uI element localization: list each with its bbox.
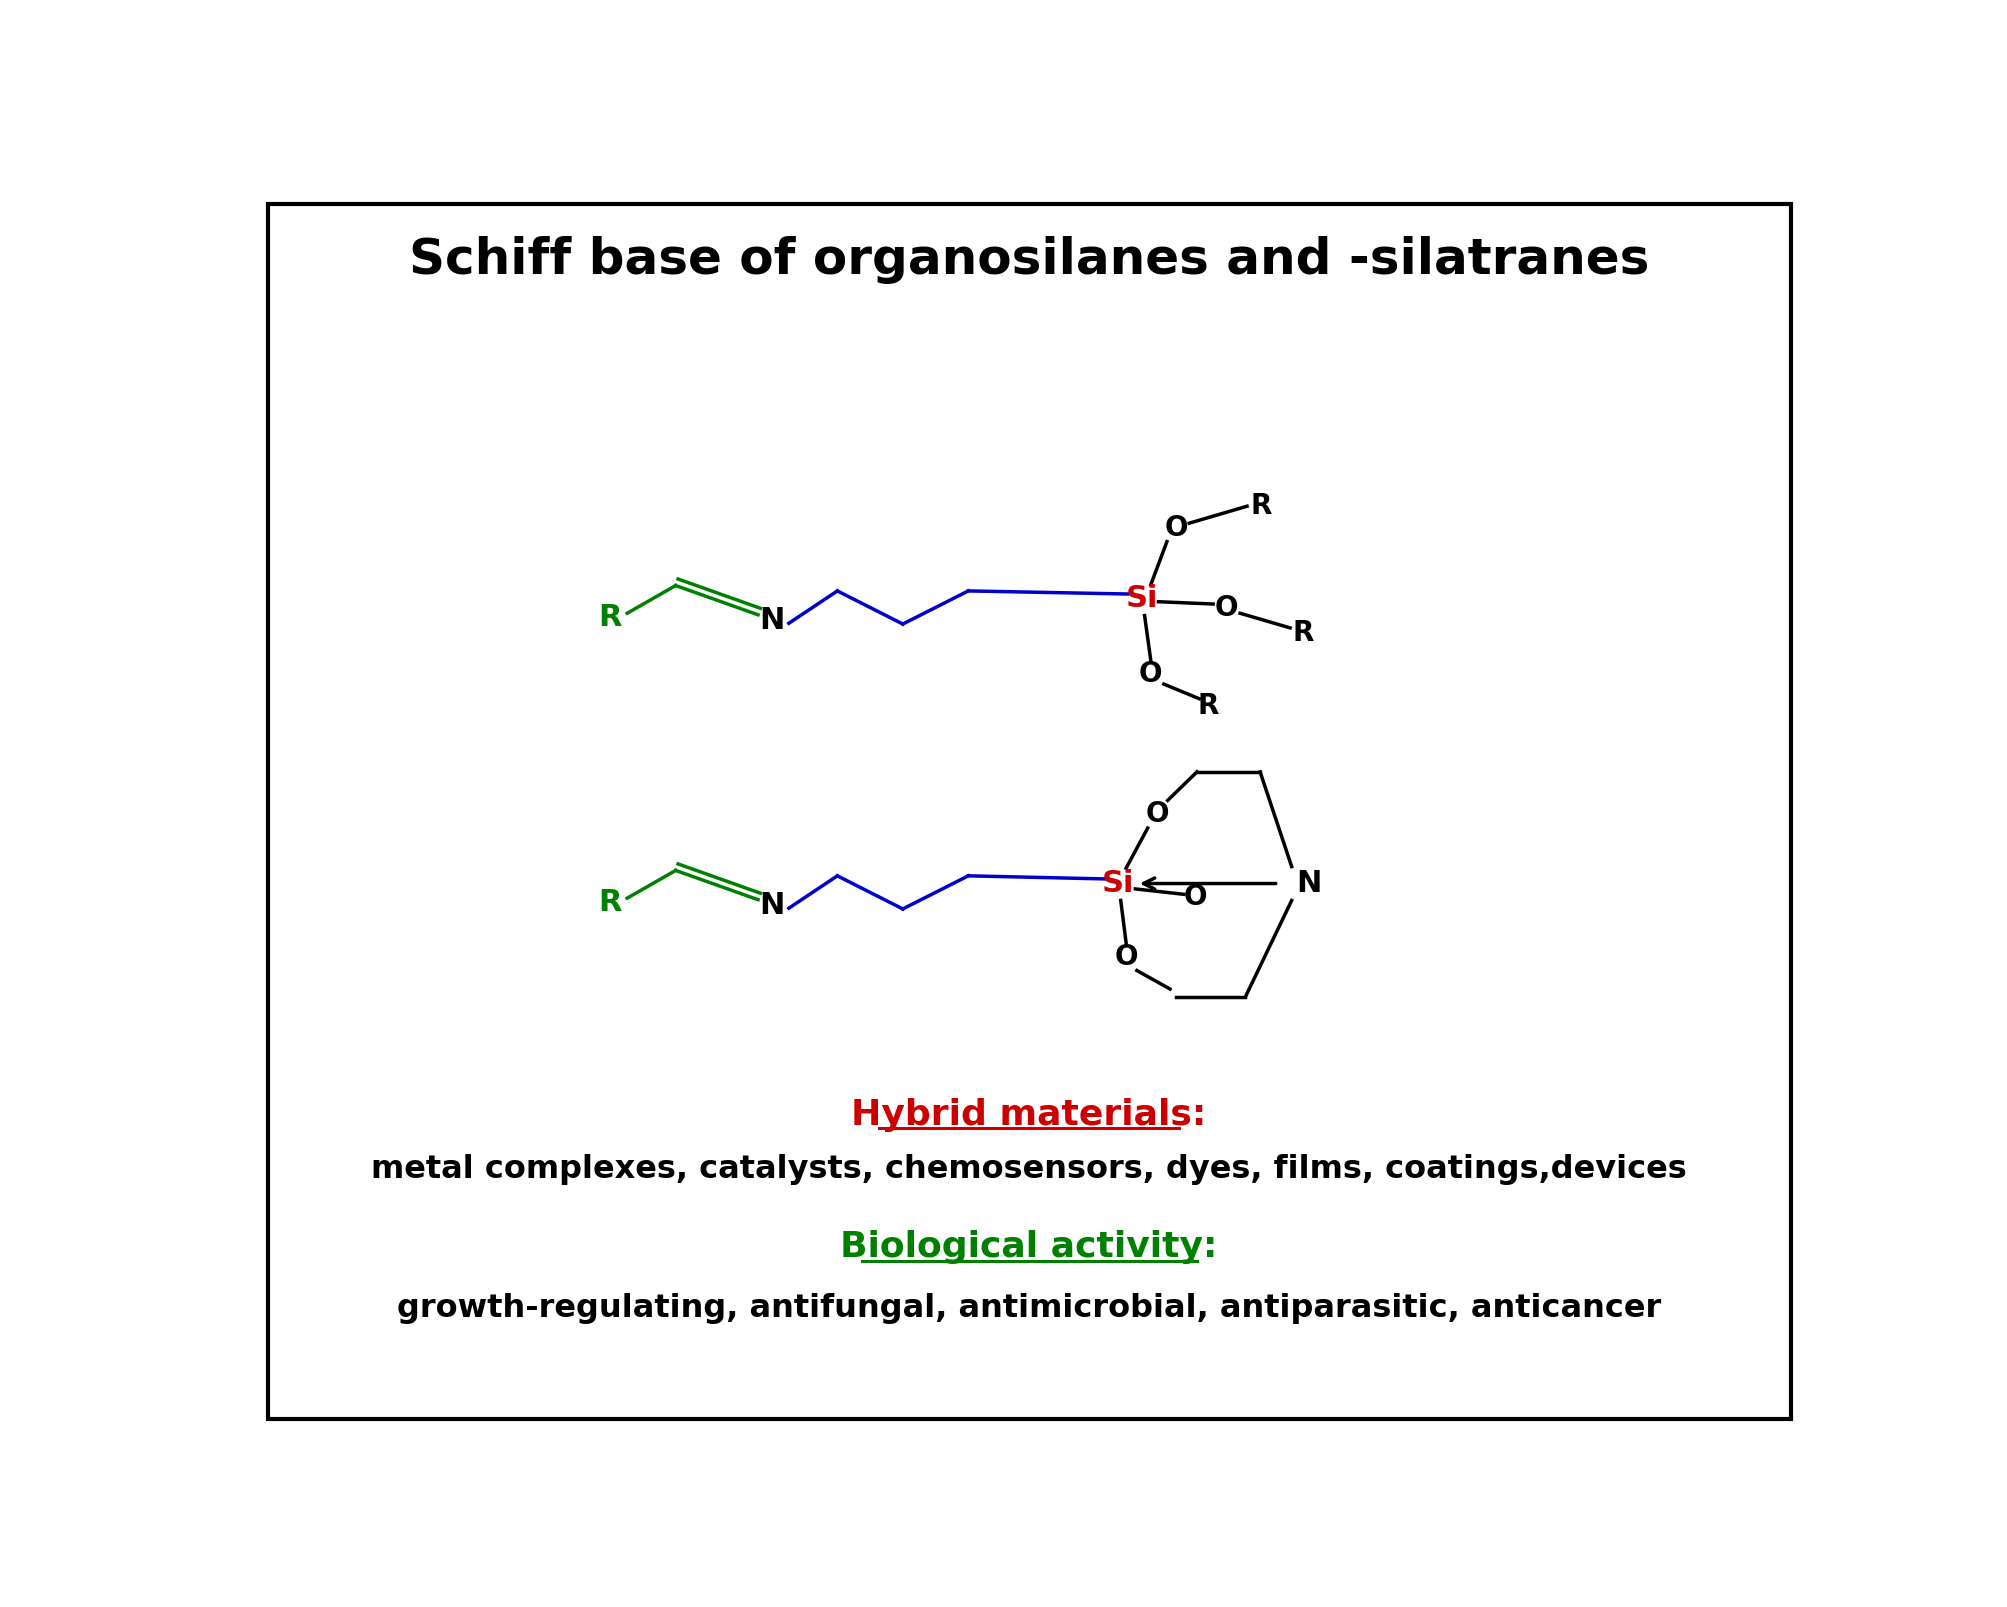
Text: O: O [1164,514,1188,542]
Text: O: O [1114,943,1138,971]
Text: Biological activity:: Biological activity: [841,1229,1216,1265]
Text: Si: Si [1102,869,1134,898]
Text: N: N [759,606,785,635]
Text: Hybrid materials:: Hybrid materials: [851,1098,1206,1131]
Text: N: N [1297,869,1321,898]
Text: R: R [1198,693,1218,720]
Text: growth-regulating, antifungal, antimicrobial, antiparasitic, anticancer: growth-regulating, antifungal, antimicro… [397,1294,1660,1324]
Text: R: R [1293,619,1313,646]
Text: Schiff base of organosilanes and -silatranes: Schiff base of organosilanes and -silatr… [409,236,1648,284]
Text: Si: Si [1124,583,1158,614]
Text: N: N [759,890,785,919]
Text: R: R [598,889,622,918]
Text: R: R [1250,492,1270,521]
Text: O: O [1144,800,1168,828]
Text: O: O [1214,595,1238,622]
Text: O: O [1182,884,1206,911]
Text: R: R [598,603,622,633]
Text: O: O [1138,660,1162,688]
Text: metal complexes, catalysts, chemosensors, dyes, films, coatings,devices: metal complexes, catalysts, chemosensors… [371,1154,1686,1186]
